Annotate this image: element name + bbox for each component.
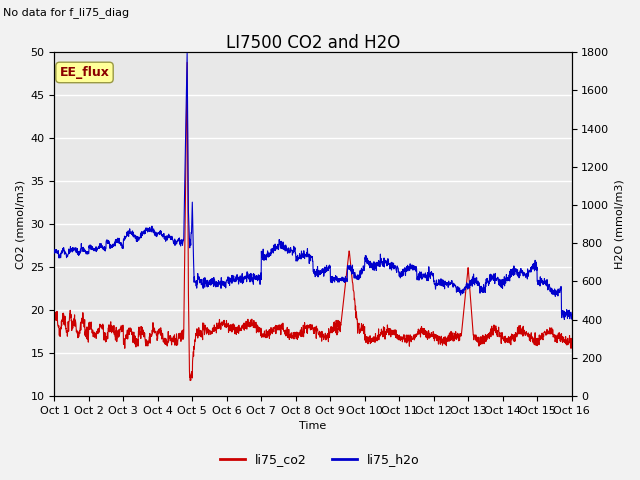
Y-axis label: CO2 (mmol/m3): CO2 (mmol/m3) xyxy=(15,180,25,269)
Title: LI7500 CO2 and H2O: LI7500 CO2 and H2O xyxy=(226,34,400,52)
Text: EE_flux: EE_flux xyxy=(60,66,109,79)
Legend: li75_co2, li75_h2o: li75_co2, li75_h2o xyxy=(215,448,425,471)
Text: No data for f_li75_diag: No data for f_li75_diag xyxy=(3,7,129,18)
X-axis label: Time: Time xyxy=(300,421,326,432)
Y-axis label: H2O (mmol/m3): H2O (mmol/m3) xyxy=(615,180,625,269)
